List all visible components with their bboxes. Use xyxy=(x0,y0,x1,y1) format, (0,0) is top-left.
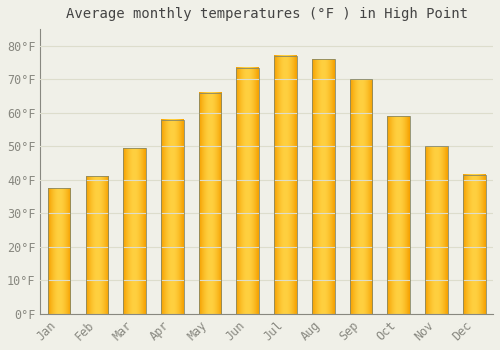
Bar xyxy=(425,146,448,314)
Bar xyxy=(388,116,410,314)
Bar xyxy=(161,120,184,314)
Bar xyxy=(312,59,334,314)
Bar xyxy=(463,175,485,314)
Bar xyxy=(350,79,372,314)
Bar xyxy=(274,56,297,314)
Bar xyxy=(48,188,70,314)
Bar xyxy=(124,148,146,314)
Bar xyxy=(236,68,259,314)
Bar xyxy=(199,93,222,314)
Title: Average monthly temperatures (°F ) in High Point: Average monthly temperatures (°F ) in Hi… xyxy=(66,7,468,21)
Bar xyxy=(86,176,108,314)
